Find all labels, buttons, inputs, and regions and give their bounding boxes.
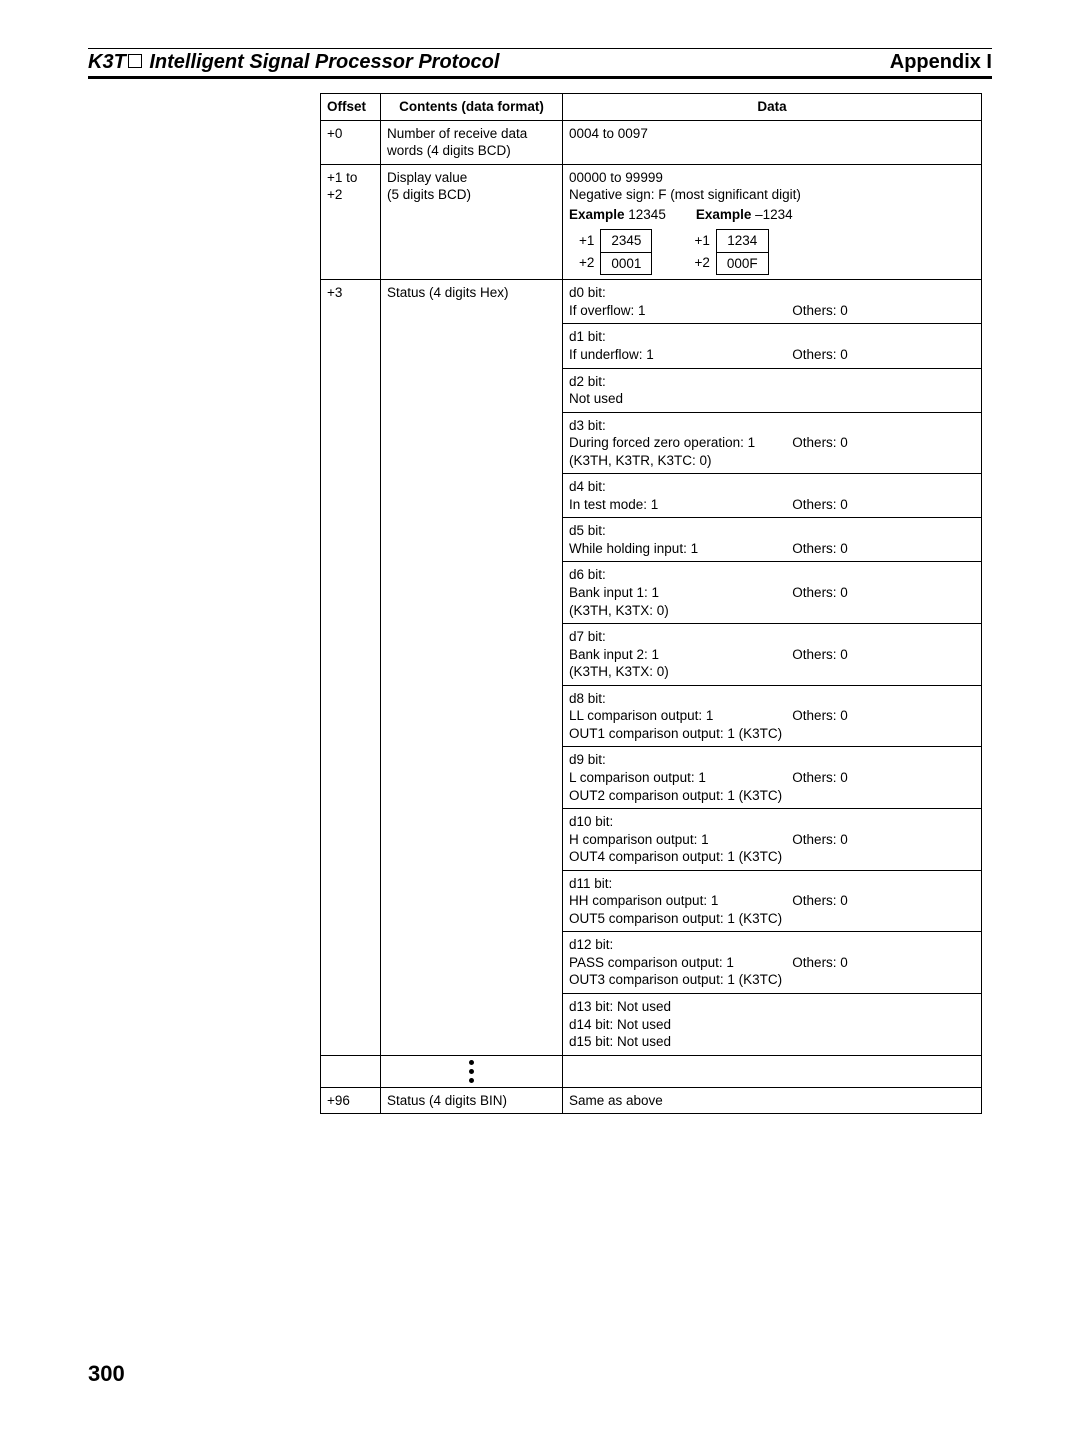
vertical-ellipsis <box>381 1055 563 1087</box>
bit-block: d13 bit: Not usedd14 bit: Not usedd15 bi… <box>563 994 981 1055</box>
bit-block: d4 bit:In test mode: 1Others: 0 <box>563 474 981 518</box>
bit-title: d10 bit: <box>569 813 975 831</box>
bit-title: d9 bit: <box>569 751 975 769</box>
status-bits-cell: d0 bit:If overflow: 1Others: 0d1 bit:If … <box>563 280 982 1055</box>
table-row: +0Number of receive data words (4 digits… <box>321 120 982 164</box>
bit-title: d0 bit: <box>569 284 975 302</box>
bit-title: d3 bit: <box>569 417 975 435</box>
table-header-row: Offset Contents (data format) Data <box>321 94 982 121</box>
bit-title: d7 bit: <box>569 628 975 646</box>
main-table: Offset Contents (data format) Data +0Num… <box>320 93 982 1114</box>
header-title-prefix: K3T <box>88 51 126 73</box>
main-table-wrap: Offset Contents (data format) Data +0Num… <box>320 93 982 1114</box>
table-row-ellipsis <box>321 1055 982 1087</box>
col-header-offset: Offset <box>321 94 381 121</box>
bit-title: d5 bit: <box>569 522 975 540</box>
bit-title: d8 bit: <box>569 690 975 708</box>
bit-block: d1 bit:If underflow: 1Others: 0 <box>563 324 981 368</box>
mini-table: +12345+20001 <box>569 229 652 275</box>
bit-block: d7 bit:Bank input 2: 1Others: 0(K3TH, K3… <box>563 624 981 686</box>
page-number: 300 <box>88 1361 125 1387</box>
bit-block: d10 bit:H comparison output: 1Others: 0O… <box>563 809 981 871</box>
header-title-suffix: Intelligent Signal Processor Protocol <box>149 51 499 73</box>
bit-block: d0 bit:If overflow: 1Others: 0 <box>563 280 981 324</box>
bit-title: d2 bit: <box>569 373 975 391</box>
bit-block: d9 bit:L comparison output: 1Others: 0OU… <box>563 747 981 809</box>
bit-block: d3 bit:During forced zero operation: 1Ot… <box>563 413 981 475</box>
table-row: +3Status (4 digits Hex)d0 bit:If overflo… <box>321 280 982 1055</box>
bit-title: d4 bit: <box>569 478 975 496</box>
bit-title: d12 bit: <box>569 936 975 954</box>
square-icon <box>128 54 142 68</box>
bit-block: d12 bit:PASS comparison output: 1Others:… <box>563 932 981 994</box>
bit-block: d8 bit:LL comparison output: 1Others: 0O… <box>563 686 981 748</box>
table-row: +96Status (4 digits BIN)Same as above <box>321 1087 982 1114</box>
page-header: K3T Intelligent Signal Processor Protoco… <box>88 51 992 79</box>
bit-block: d6 bit:Bank input 1: 1Others: 0(K3TH, K3… <box>563 562 981 624</box>
col-header-data: Data <box>563 94 982 121</box>
header-title-right: Appendix I <box>890 51 992 74</box>
table-row: +1 to +2Display value(5 digits BCD)00000… <box>321 164 982 280</box>
mini-table: +11234+2000F <box>684 229 768 275</box>
bit-title: d11 bit: <box>569 875 975 893</box>
bit-block: d5 bit:While holding input: 1Others: 0 <box>563 518 981 562</box>
header-rule-top <box>88 48 992 49</box>
bit-block: d2 bit:Not used <box>563 369 981 413</box>
bit-block: d11 bit:HH comparison output: 1Others: 0… <box>563 871 981 933</box>
bit-title: d1 bit: <box>569 328 975 346</box>
col-header-contents: Contents (data format) <box>381 94 563 121</box>
bit-title: d6 bit: <box>569 566 975 584</box>
header-title-left: K3T Intelligent Signal Processor Protoco… <box>88 51 499 74</box>
